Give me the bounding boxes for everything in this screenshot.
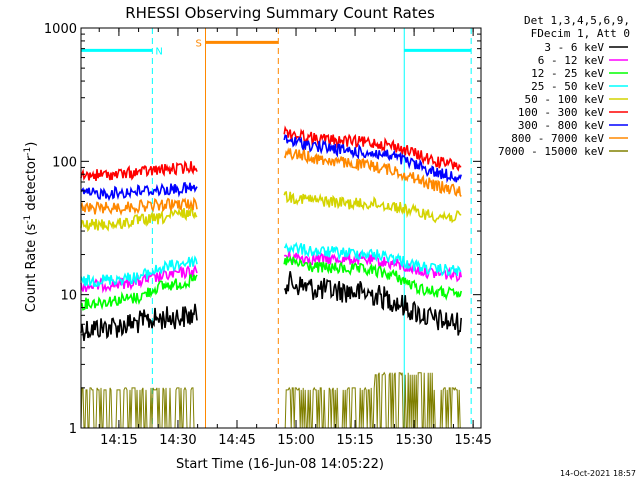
y-axis-label-sup2: -1: [23, 147, 33, 156]
plot-background: [81, 28, 481, 428]
y-tick-label: 1000: [44, 22, 77, 37]
y-tick-label: 1: [69, 422, 77, 437]
legend-header-line2: FDecim 1, Att 0: [531, 27, 630, 40]
series-300-800-kev: [80, 134, 462, 202]
series-segment-1: [283, 134, 462, 184]
series-segment-1: [283, 147, 462, 197]
legend-entry-6: 300 - 800 keV: [518, 119, 604, 132]
annotation-label: N: [155, 46, 162, 57]
series-12-25-kev: [81, 255, 462, 311]
series-segment-0: [80, 160, 198, 182]
series-segment-0: [80, 303, 198, 342]
x-tick-label: 14:15: [100, 433, 137, 448]
y-axis-label: Count Rate (s-1 detector-1): [23, 142, 39, 313]
series-segment-0: [80, 204, 198, 233]
y-axis-label-sup1: -1: [23, 215, 33, 224]
plot-frame: [80, 27, 482, 429]
x-tick-label: 15:30: [395, 433, 432, 448]
series-3-6-kev: [80, 271, 462, 342]
axes: 1 10 100 1000 14:15 14:30 14:45 15:00 15:15 15:30…: [44, 22, 492, 448]
series-segment-1: [283, 250, 462, 283]
series-segment-0: [80, 264, 198, 294]
annotation-s: S: [195, 28, 279, 428]
legend-entry-4: 50 - 100 keV: [525, 93, 605, 106]
series-25-50-kev: [80, 241, 462, 288]
y-axis-label-part2: detector: [24, 155, 39, 215]
y-tick-label: 100: [52, 155, 77, 170]
series-segment-1: [283, 255, 462, 301]
x-tick-label: 15:00: [277, 433, 314, 448]
series-segment-1: [283, 191, 462, 224]
x-tick-label: 15:15: [336, 433, 373, 448]
chart-title: RHESSI Observing Summary Count Rates: [125, 4, 435, 22]
series-50-100-kev: [80, 191, 462, 233]
y-axis-label-part3: ): [24, 142, 39, 147]
series-segment-0: [81, 274, 198, 311]
series-segment-1: [283, 271, 462, 336]
series-segment-0: [80, 196, 198, 216]
series-800-7000-kev: [80, 147, 462, 216]
series-100-300-kev: [80, 125, 462, 182]
series-segment-1: [283, 125, 462, 172]
legend-entry-5: 100 - 300 keV: [518, 106, 604, 119]
legend-entry-2: 12 - 25 keV: [531, 67, 604, 80]
legend-entry-3: 25 - 50 keV: [531, 80, 604, 93]
x-tick-label: 15:45: [454, 433, 491, 448]
x-tick-label: 14:30: [159, 433, 196, 448]
series-segment-0: [80, 255, 198, 288]
legend-entry-7: 800 - 7000 keV: [511, 132, 604, 145]
plot-area: [81, 28, 481, 428]
legend-entry-8: 7000 - 15000 keV: [498, 145, 604, 158]
x-axis-label: Start Time (16-Jun-08 14:05:22): [176, 457, 384, 472]
annotation-label: S: [195, 38, 201, 49]
x-tick-label: 14:45: [218, 433, 255, 448]
legend-header-line1: Det 1,3,4,5,6,9,: [524, 14, 630, 27]
legend-entry-0: 3 - 6 keV: [544, 41, 604, 54]
footer-timestamp: 14-Oct-2021 18:57: [560, 469, 636, 478]
y-axis-label-part1: Count Rate (s: [24, 224, 39, 313]
annotation-n2: [403, 28, 472, 428]
series-6-12-kev: [80, 250, 462, 294]
series-segment-1: [283, 241, 462, 277]
series-segment-0: [80, 182, 198, 202]
legend-entry-1: 6 - 12 keV: [538, 54, 605, 67]
legend: Det 1,3,4,5,6,9, FDecim 1, Att 0 3 - 6 k…: [498, 14, 630, 158]
series-layer: [80, 125, 462, 429]
y-tick-label: 10: [60, 289, 77, 304]
